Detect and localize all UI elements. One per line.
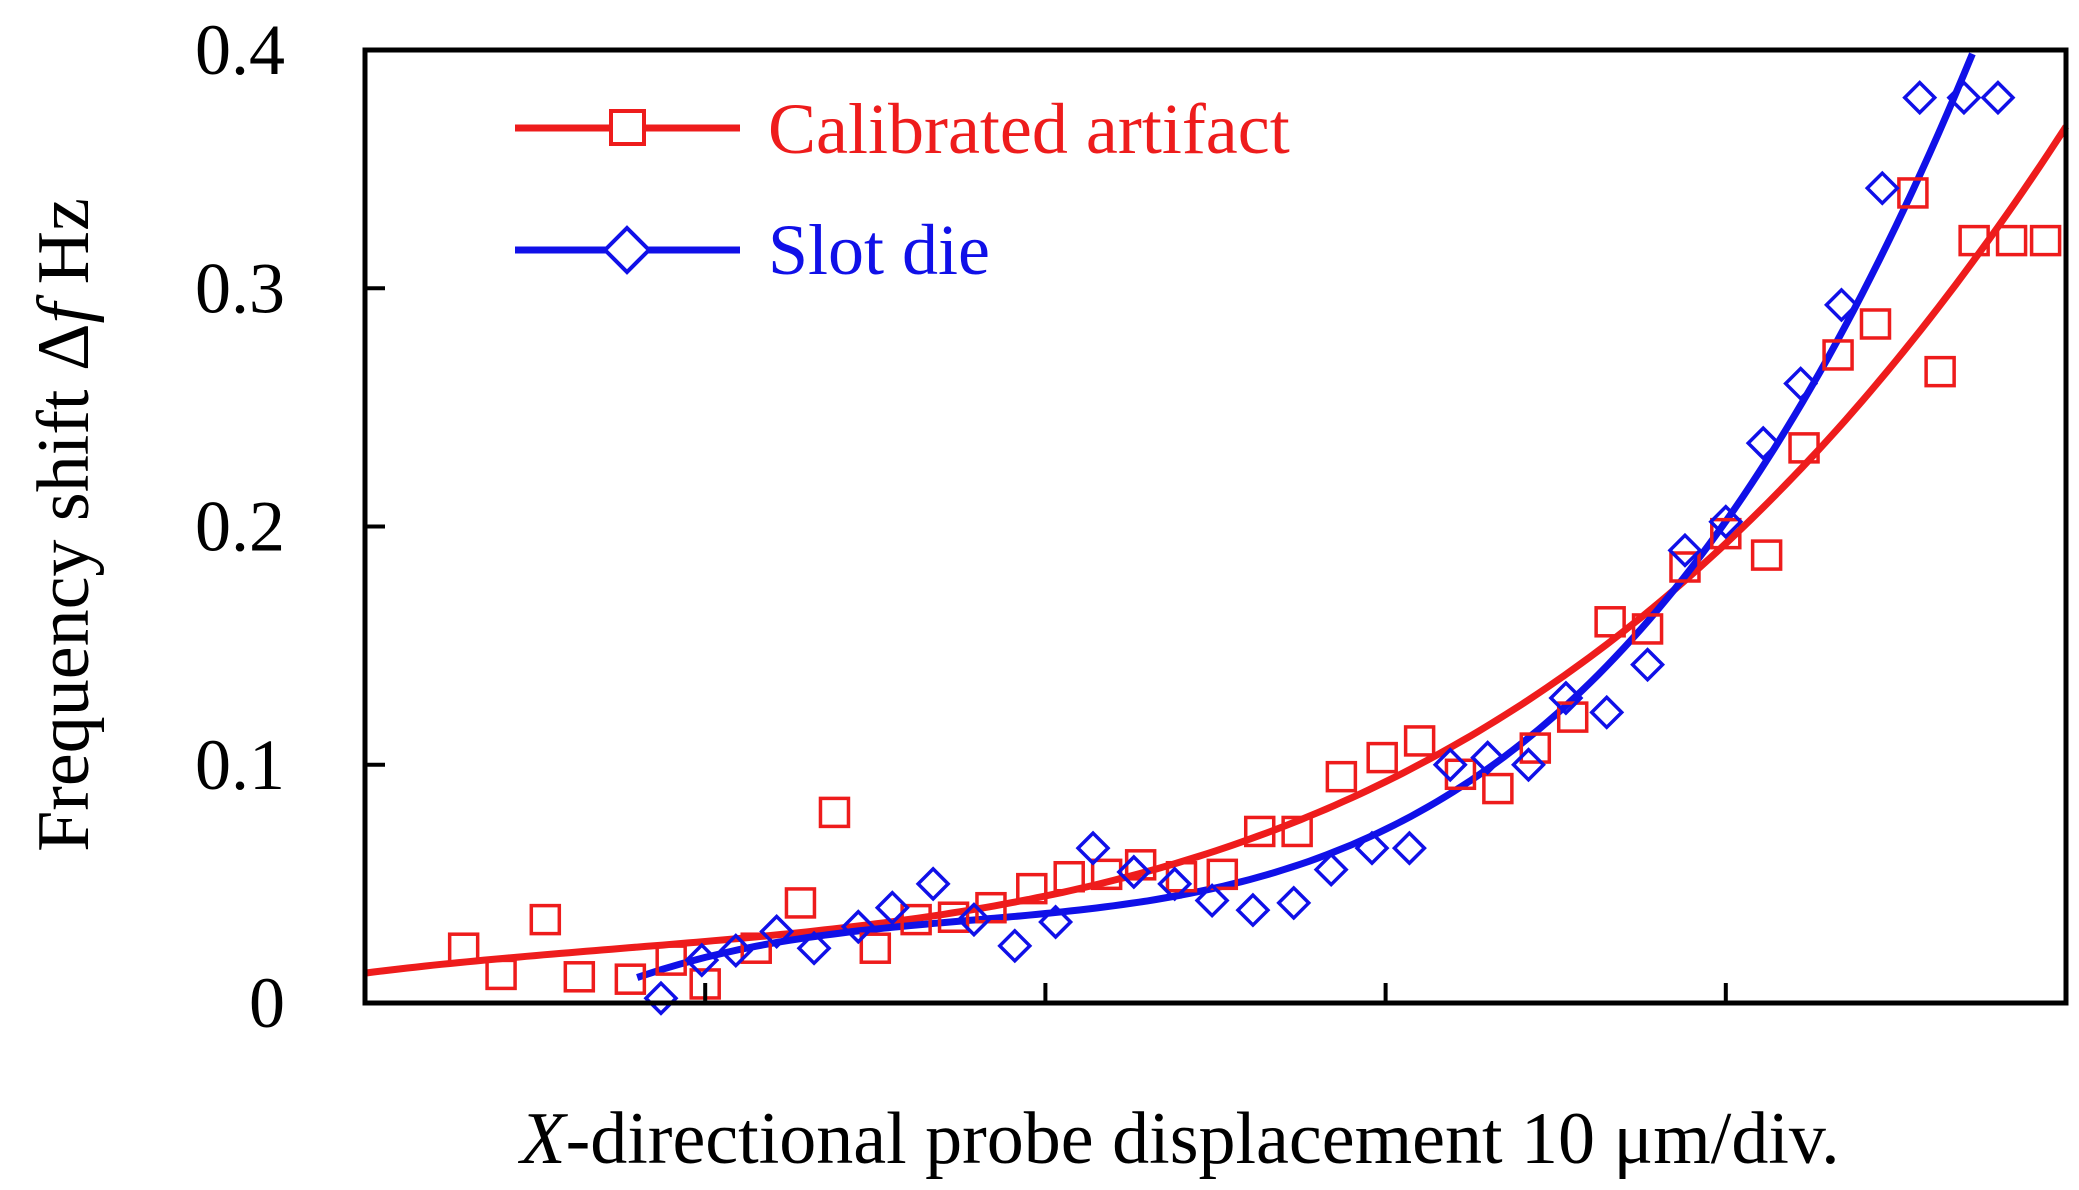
marker-diamond	[1745, 425, 1781, 461]
marker-square	[1859, 308, 1892, 340]
marker-square	[447, 932, 480, 964]
legend-marker-diamond	[602, 225, 652, 275]
marker-diamond	[1075, 830, 1111, 866]
marker-diamond	[1548, 680, 1584, 716]
marker-square	[563, 961, 596, 993]
marker-diamond	[1708, 504, 1744, 540]
marker-diamond	[915, 866, 951, 902]
marker-square	[784, 887, 817, 919]
marker-diamond	[1194, 883, 1230, 919]
marker-square	[859, 932, 892, 964]
marker-diamond	[1276, 885, 1312, 921]
marker-diamond	[1902, 80, 1938, 116]
marker-diamond	[1783, 366, 1819, 402]
marker-diamond	[1235, 892, 1271, 928]
data-markers	[447, 80, 2062, 1016]
marker-square	[1958, 224, 1990, 257]
marker-square	[1788, 432, 1820, 464]
marker-diamond	[1157, 866, 1193, 902]
marker-diamond	[1946, 80, 1982, 116]
marker-square	[818, 796, 851, 829]
marker-square	[529, 903, 562, 936]
legend: Calibrated artifact Slot die	[515, 89, 1290, 290]
marker-diamond	[1116, 854, 1152, 890]
marker-diamond	[840, 909, 876, 945]
marker-square	[937, 901, 970, 933]
marker-square	[1822, 339, 1854, 371]
marker-diamond	[997, 928, 1033, 964]
marker-diamond	[796, 930, 832, 966]
marker-square	[1519, 732, 1552, 764]
marker-diamond	[1511, 747, 1546, 783]
marker-square	[1710, 517, 1742, 550]
marker-diamond	[1667, 532, 1703, 568]
marker-diamond	[1432, 747, 1468, 783]
fit-line-calibrated-artifact	[364, 124, 2069, 977]
marker-square	[1631, 613, 1664, 645]
marker-square	[1325, 760, 1358, 793]
marker-diamond	[759, 914, 795, 949]
x-ticks	[703, 983, 1728, 1003]
marker-diamond	[1391, 830, 1427, 866]
y-tick-label: 0.2	[195, 487, 285, 567]
fit-line-slot-die	[636, 52, 1976, 981]
marker-square	[1594, 606, 1626, 638]
legend-label-calibrated-artifact: Calibrated artifact	[768, 89, 1290, 169]
marker-diamond	[1470, 740, 1506, 776]
marker-diamond	[956, 902, 992, 938]
marker-square	[1897, 177, 1929, 209]
marker-square	[2029, 224, 2062, 257]
marker-diamond	[643, 980, 679, 1016]
marker-diamond	[1038, 904, 1074, 940]
marker-diamond	[684, 942, 720, 978]
legend-marker-square	[609, 109, 646, 146]
marker-diamond	[1823, 287, 1859, 323]
y-tick-label: 0.3	[195, 248, 285, 328]
marker-square	[1669, 551, 1701, 583]
marker-square	[1995, 224, 2028, 257]
marker-square	[1482, 772, 1514, 805]
y-axis-title: Frequency shift Δf Hz	[23, 198, 105, 852]
marker-square	[1206, 858, 1239, 891]
marker-diamond	[1864, 170, 1900, 206]
fit-lines	[364, 52, 2069, 981]
marker-diamond	[874, 890, 910, 926]
marker-diamond	[1354, 830, 1390, 866]
legend-entry-slot-die: Slot die	[515, 210, 990, 290]
legend-label-slot-die: Slot die	[768, 210, 990, 290]
marker-square	[1243, 815, 1276, 848]
marker-square	[1556, 701, 1589, 733]
marker-square	[1053, 860, 1085, 893]
marker-diamond	[1630, 647, 1666, 683]
marker-square	[614, 963, 647, 995]
marker-square	[485, 958, 517, 991]
marker-square	[1750, 539, 1783, 571]
marker-square	[740, 932, 772, 964]
y-tick-label: 0.1	[195, 725, 285, 805]
x-axis-title: X-directional probe displacement 10 μm/d…	[517, 1098, 1839, 1180]
marker-diamond	[1589, 694, 1625, 730]
y-tick-label: 0.4	[195, 10, 285, 90]
marker-square	[1366, 741, 1398, 774]
marker-square	[1924, 355, 1956, 388]
legend-entry-calibrated-artifact: Calibrated artifact	[515, 89, 1290, 169]
y-ticks: 0 0.1 0.2 0.3 0.4	[195, 10, 385, 1043]
y-tick-label: 0	[249, 963, 285, 1043]
marker-diamond	[718, 933, 754, 969]
marker-square	[1403, 725, 1436, 757]
marker-square	[900, 903, 932, 936]
marker-square	[1016, 872, 1048, 905]
marker-diamond	[1313, 852, 1349, 888]
marker-square	[1281, 815, 1313, 848]
marker-diamond	[1980, 80, 2016, 116]
